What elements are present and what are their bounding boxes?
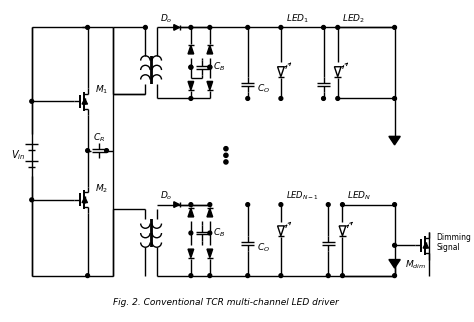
Circle shape — [392, 274, 396, 278]
Circle shape — [208, 231, 212, 235]
Circle shape — [208, 65, 212, 69]
Text: $C_B$: $C_B$ — [213, 227, 225, 239]
Circle shape — [246, 97, 250, 100]
Polygon shape — [174, 202, 180, 207]
Circle shape — [336, 97, 340, 100]
Polygon shape — [278, 67, 284, 77]
Circle shape — [189, 274, 193, 278]
Circle shape — [279, 97, 283, 100]
Text: Signal: Signal — [436, 243, 460, 252]
Circle shape — [189, 97, 193, 100]
Circle shape — [392, 97, 396, 100]
Circle shape — [322, 25, 326, 29]
Text: $M_{dim}$: $M_{dim}$ — [405, 258, 426, 270]
Circle shape — [224, 147, 228, 151]
Text: $M_1$: $M_1$ — [95, 84, 109, 96]
Circle shape — [86, 274, 90, 278]
Polygon shape — [82, 99, 88, 104]
Circle shape — [392, 243, 396, 247]
Circle shape — [336, 25, 340, 29]
Circle shape — [279, 274, 283, 278]
Text: $C_O$: $C_O$ — [257, 242, 270, 254]
Circle shape — [208, 203, 212, 206]
Text: $D_o$: $D_o$ — [160, 13, 173, 25]
Polygon shape — [389, 260, 400, 268]
Circle shape — [30, 198, 34, 202]
Polygon shape — [423, 242, 428, 248]
Circle shape — [208, 274, 212, 278]
Text: Fig. 2. Conventional TCR multi-channel LED driver: Fig. 2. Conventional TCR multi-channel L… — [113, 298, 339, 307]
Circle shape — [208, 25, 212, 29]
Text: $V_{in}$: $V_{in}$ — [11, 148, 26, 162]
Circle shape — [246, 203, 250, 206]
Polygon shape — [188, 45, 194, 54]
Circle shape — [189, 65, 193, 69]
Circle shape — [327, 203, 330, 206]
Polygon shape — [188, 208, 194, 217]
Circle shape — [144, 25, 147, 29]
Circle shape — [86, 149, 90, 153]
Polygon shape — [207, 249, 213, 258]
Circle shape — [246, 25, 250, 29]
Text: $M_2$: $M_2$ — [95, 182, 109, 195]
Text: $LED_N$: $LED_N$ — [347, 190, 372, 202]
Circle shape — [189, 203, 193, 206]
Circle shape — [392, 25, 396, 29]
Circle shape — [392, 203, 396, 206]
Circle shape — [279, 25, 283, 29]
Circle shape — [224, 160, 228, 164]
Text: $LED_1$: $LED_1$ — [286, 13, 309, 25]
Text: $C_O$: $C_O$ — [257, 83, 270, 95]
Circle shape — [327, 274, 330, 278]
Text: $LED_{N-1}$: $LED_{N-1}$ — [286, 190, 319, 202]
Circle shape — [189, 25, 193, 29]
Text: $C_R$: $C_R$ — [93, 131, 105, 144]
Polygon shape — [335, 67, 341, 77]
Circle shape — [86, 25, 90, 29]
Text: Dimming: Dimming — [436, 233, 471, 242]
Circle shape — [30, 99, 34, 103]
Circle shape — [341, 203, 344, 206]
Polygon shape — [339, 226, 346, 236]
Circle shape — [208, 65, 212, 69]
Circle shape — [189, 231, 193, 235]
Circle shape — [246, 274, 250, 278]
Polygon shape — [207, 45, 213, 54]
Circle shape — [322, 97, 326, 100]
Circle shape — [224, 153, 228, 157]
Text: $D_o$: $D_o$ — [160, 190, 173, 202]
Polygon shape — [207, 208, 213, 217]
Text: $LED_2$: $LED_2$ — [342, 13, 365, 25]
Circle shape — [105, 149, 109, 153]
Polygon shape — [188, 249, 194, 258]
Polygon shape — [278, 226, 284, 236]
Circle shape — [341, 274, 344, 278]
Polygon shape — [389, 136, 400, 145]
Text: $C_B$: $C_B$ — [213, 61, 225, 73]
Polygon shape — [188, 81, 194, 90]
Polygon shape — [174, 24, 180, 30]
Polygon shape — [207, 81, 213, 90]
Polygon shape — [82, 197, 88, 203]
Circle shape — [279, 203, 283, 206]
Circle shape — [189, 65, 193, 69]
